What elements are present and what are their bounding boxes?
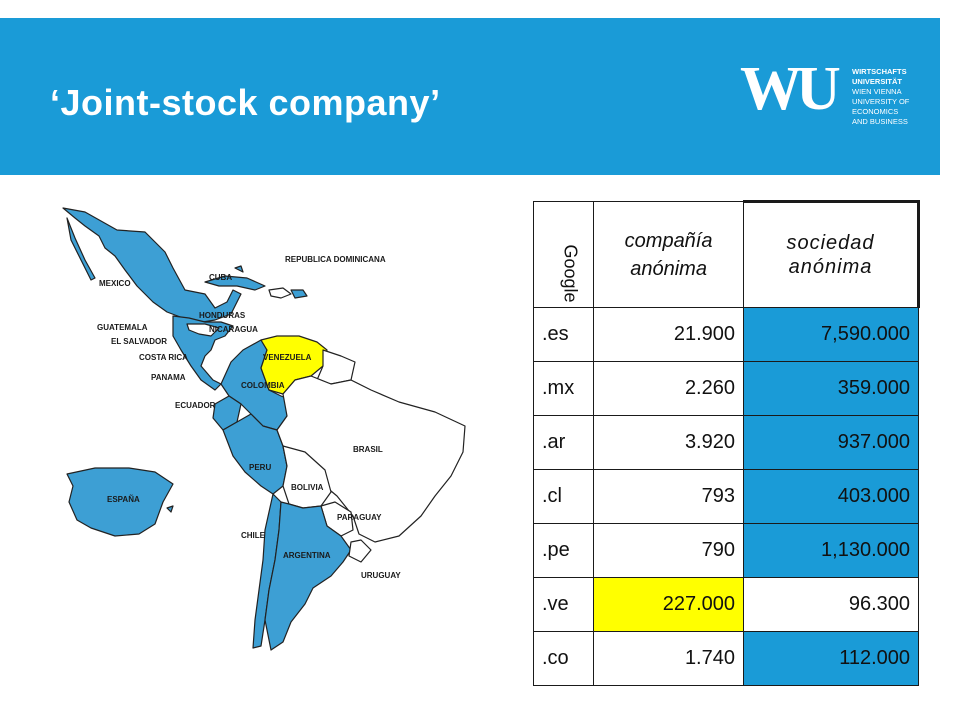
argentina-shape [264, 501, 352, 651]
cell-domain: .ar [532, 415, 595, 470]
table-row: .mx 2.260 359.000 [532, 361, 919, 416]
logo-line: WIEN VIENNA [852, 87, 902, 96]
map-label-uruguay: URUGUAY [361, 571, 401, 580]
header-google: Google [532, 201, 595, 308]
cell-sociedad: 96.300 [743, 577, 919, 632]
logo-line: UNIVERSITY OF [852, 97, 910, 106]
table-row: .cl 793 403.000 [532, 469, 919, 524]
cell-sociedad: 112.000 [743, 631, 919, 686]
table-header-row: Google compañía anónima sociedad anónima [532, 200, 920, 308]
cell-compania: 2.260 [593, 361, 744, 416]
cell-domain: .es [532, 307, 595, 362]
map-label-argentina: ARGENTINA [283, 551, 331, 560]
map-label-costa-rica: COSTA RICA [139, 353, 188, 362]
cell-compania: 1.740 [593, 631, 744, 686]
domain-comparison-table: Google compañía anónima sociedad anónima… [532, 200, 920, 686]
cell-domain: .co [532, 631, 595, 686]
dominican-republic-shape [290, 289, 308, 299]
logo-line: UNIVERSITÄT [852, 77, 903, 86]
map-label-dominican-republic: REPUBLICA DOMINICANA [285, 255, 386, 264]
table-row: .pe 790 1,130.000 [532, 523, 919, 578]
latin-america-map: MEXICO CUBA REPUBLICA DOMINICANA HONDURA… [62, 207, 466, 651]
cell-compania: 3.920 [593, 415, 744, 470]
map-label-chile: CHILE [241, 531, 266, 540]
table-row: .ve 227.000 96.300 [532, 577, 919, 632]
header-banner: ‘Joint-stock company’ WU WIRTSCHAFTS UNI… [0, 18, 940, 175]
map-label-guatemala: GUATEMALA [97, 323, 148, 332]
cell-sociedad: 937.000 [743, 415, 919, 470]
cell-compania: 793 [593, 469, 744, 524]
map-label-ecuador: ECUADOR [175, 401, 216, 410]
map-label-mexico: MEXICO [99, 279, 131, 288]
cell-domain: .ve [532, 577, 595, 632]
header-compania: compañía anónima [593, 201, 744, 308]
cell-compania: 790 [593, 523, 744, 578]
logo-line: ECONOMICS [852, 107, 899, 116]
cell-domain: .mx [532, 361, 595, 416]
uruguay-shape [348, 539, 372, 563]
cell-sociedad: 7,590.000 [743, 307, 919, 362]
map-label-cuba: CUBA [209, 273, 232, 282]
cell-compania: 21.900 [593, 307, 744, 362]
wu-logo: WU WIRTSCHAFTS UNIVERSITÄT WIEN VIENNA U… [740, 44, 930, 164]
cuba-shape [204, 275, 266, 291]
cell-sociedad: 403.000 [743, 469, 919, 524]
header-google-label: Google [560, 244, 581, 303]
table-row: .es 21.900 7,590.000 [532, 307, 919, 362]
map-label-nicaragua: NICARAGUA [209, 325, 258, 334]
wu-logo-mark: WU [740, 55, 841, 123]
wu-logo-text: WIRTSCHAFTS UNIVERSITÄT WIEN VIENNA UNIV… [852, 67, 909, 127]
map-label-colombia: COLOMBIA [241, 381, 285, 390]
mexico-shape [62, 207, 242, 323]
map-label-honduras: HONDURAS [199, 311, 246, 320]
map-label-bolivia: BOLIVIA [291, 483, 324, 492]
spain-shape [66, 467, 174, 537]
cell-sociedad: 359.000 [743, 361, 919, 416]
cell-sociedad: 1,130.000 [743, 523, 919, 578]
cell-domain: .cl [532, 469, 595, 524]
table-row: .ar 3.920 937.000 [532, 415, 919, 470]
map-label-venezuela: VENEZUELA [263, 353, 312, 362]
slide-title: ‘Joint-stock company’ [50, 82, 441, 123]
central-america-shape [172, 315, 234, 391]
map-label-espana: ESPAÑA [107, 495, 140, 504]
map-label-panama: PANAMA [151, 373, 186, 382]
map-label-paraguay: PARAGUAY [337, 513, 382, 522]
logo-line: WIRTSCHAFTS [852, 67, 907, 76]
map-label-el-salvador: EL SALVADOR [111, 337, 167, 346]
cell-compania-highlighted: 227.000 [593, 577, 744, 632]
cell-domain: .pe [532, 523, 595, 578]
header-sociedad: sociedad anónima [743, 200, 920, 308]
logo-line: AND BUSINESS [852, 117, 908, 126]
map-label-peru: PERU [249, 463, 271, 472]
table-row: .co 1.740 112.000 [532, 631, 919, 686]
map-label-brazil: BRASIL [353, 445, 383, 454]
